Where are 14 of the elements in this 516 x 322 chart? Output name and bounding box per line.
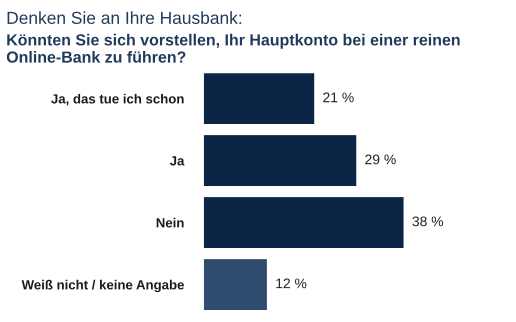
y-tick-label: Ja: [170, 156, 184, 166]
bar: [204, 73, 314, 124]
y-tick-label: Weiß nicht / keine Angabe: [22, 280, 184, 292]
y-tick-label: Ja, das tue ich schon: [51, 94, 184, 106]
chart-title: Denken Sie an Ihre Hausbank:: [8, 11, 242, 24]
bar: [204, 197, 404, 248]
data-label: 21 %: [323, 92, 354, 102]
bar: [204, 135, 356, 186]
bar: [204, 259, 267, 310]
data-label: 29 %: [365, 154, 396, 164]
chart-subtitle: Könnten Sie sich vorstellen, Ihr Hauptkonto bei einer reinen Online-Bank zu führen?: [6, 34, 460, 63]
y-tick-label: Nein: [156, 218, 184, 228]
data-label: 38 %: [412, 216, 444, 226]
data-label: 12 %: [276, 278, 306, 288]
